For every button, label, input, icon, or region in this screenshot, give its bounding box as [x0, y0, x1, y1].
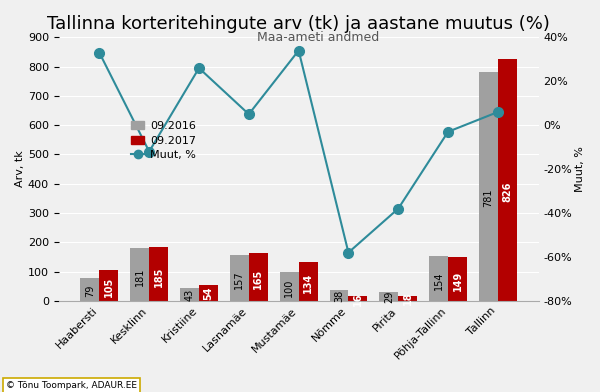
Bar	[329, 290, 349, 301]
Text: 149: 149	[452, 271, 463, 291]
Text: 157: 157	[235, 271, 244, 289]
Text: 185: 185	[154, 266, 164, 287]
Text: 105: 105	[104, 277, 114, 297]
Text: © Tõnu Toompark, ADAUR.EE: © Tõnu Toompark, ADAUR.EE	[6, 381, 137, 390]
Bar	[180, 288, 199, 301]
Bar	[249, 252, 268, 301]
Text: 38: 38	[334, 290, 344, 302]
Text: 100: 100	[284, 278, 294, 297]
Bar	[230, 255, 249, 301]
Text: 781: 781	[484, 189, 493, 207]
Y-axis label: Muut, %: Muut, %	[575, 146, 585, 192]
Bar	[130, 248, 149, 301]
Text: 54: 54	[203, 287, 214, 301]
Text: 154: 154	[434, 271, 443, 290]
Bar	[429, 256, 448, 301]
Bar	[149, 247, 168, 301]
Text: 29: 29	[384, 291, 394, 303]
Bar	[498, 59, 517, 301]
Text: 826: 826	[502, 182, 512, 202]
Bar	[398, 296, 417, 301]
Bar	[448, 257, 467, 301]
Y-axis label: Arv, tk: Arv, tk	[15, 151, 25, 187]
Text: 134: 134	[303, 273, 313, 293]
Bar	[199, 285, 218, 301]
Text: 16: 16	[353, 292, 363, 305]
Text: 181: 181	[135, 268, 145, 286]
Bar	[349, 296, 367, 301]
Bar	[479, 72, 498, 301]
Text: Maa-ameti andmed: Maa-ameti andmed	[257, 31, 379, 44]
Bar	[80, 278, 100, 301]
Legend: 09.2016, 09.2017, Muut, %: 09.2016, 09.2017, Muut, %	[127, 117, 200, 165]
Bar	[379, 292, 398, 301]
Bar	[299, 261, 317, 301]
Title: Tallinna korteritehingute arv (tk) ja aastane muutus (%): Tallinna korteritehingute arv (tk) ja aa…	[47, 15, 550, 33]
Text: 43: 43	[185, 289, 194, 301]
Text: 18: 18	[403, 292, 413, 305]
Text: 165: 165	[253, 269, 263, 289]
Bar	[280, 272, 299, 301]
Bar	[100, 270, 118, 301]
Text: 79: 79	[85, 284, 95, 297]
